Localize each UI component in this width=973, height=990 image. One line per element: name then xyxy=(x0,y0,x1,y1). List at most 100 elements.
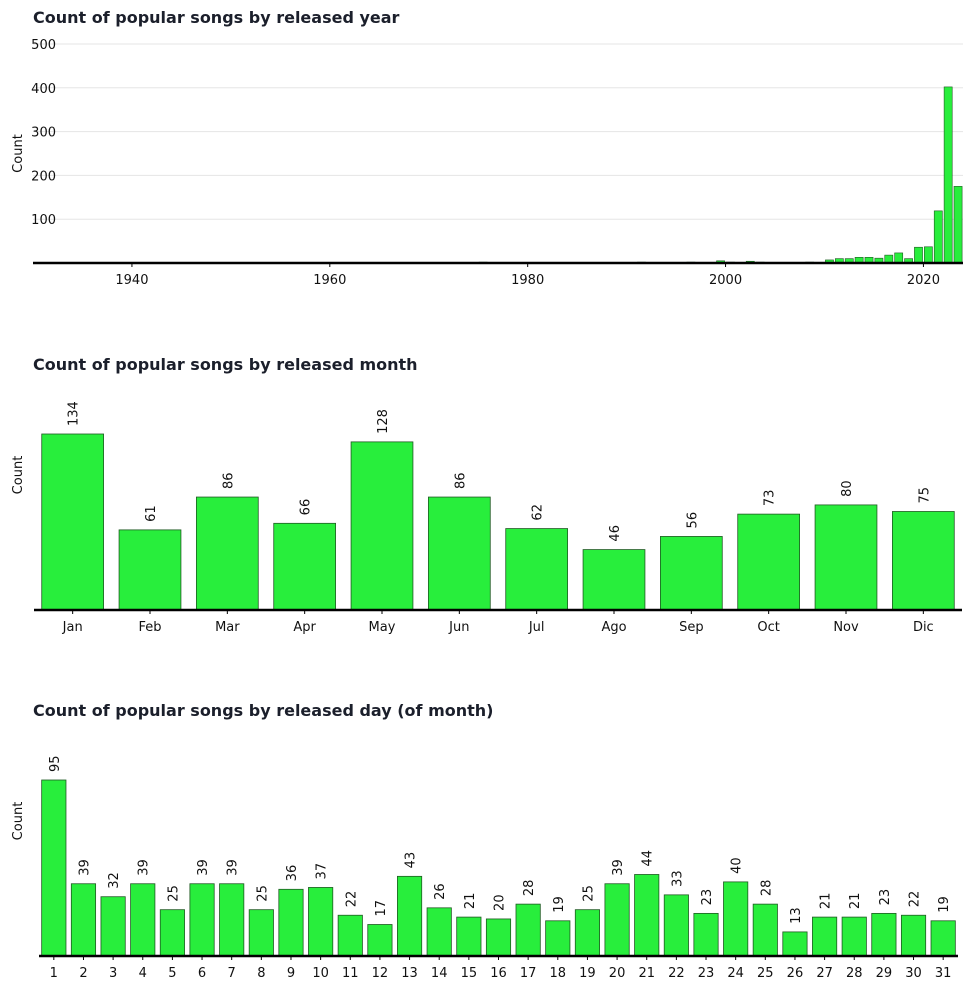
y-tick-label: 400 xyxy=(31,82,56,97)
data-label: 61 xyxy=(144,505,159,522)
bar xyxy=(953,186,963,264)
bar xyxy=(397,875,423,957)
x-tick-label: 30 xyxy=(905,966,922,981)
y-axis-label: Count xyxy=(11,134,26,173)
y-tick-label: 200 xyxy=(31,169,56,184)
x-tick-label: 16 xyxy=(490,966,507,981)
data-label: 39 xyxy=(77,859,92,876)
x-tick-label: 1940 xyxy=(115,273,148,288)
bar xyxy=(752,903,778,957)
x-tick-label: 24 xyxy=(727,966,744,981)
data-label: 22 xyxy=(344,891,359,908)
y-tick-label: 100 xyxy=(31,213,56,228)
x-tick-label: 1 xyxy=(50,966,58,981)
x-tick-label: 20 xyxy=(609,966,626,981)
y-tick-label: 300 xyxy=(31,126,56,141)
data-label: 20 xyxy=(493,894,508,911)
bar xyxy=(634,874,660,957)
day-chart: Count95139232339425539639725836937102211… xyxy=(11,755,958,981)
x-tick-label: 26 xyxy=(787,966,804,981)
x-tick-label: Feb xyxy=(138,620,161,635)
data-label: 134 xyxy=(67,401,82,426)
x-tick-label: 6 xyxy=(198,966,206,981)
bar xyxy=(130,883,156,957)
bar xyxy=(892,511,955,611)
x-tick-label: 23 xyxy=(698,966,715,981)
data-label: 22 xyxy=(908,891,923,908)
chart-title-year: Count of popular songs by released year xyxy=(33,8,400,27)
x-tick-label: 4 xyxy=(139,966,147,981)
x-tick-label: 5 xyxy=(168,966,176,981)
x-tick-label: Oct xyxy=(757,620,779,635)
bar xyxy=(814,504,878,611)
x-tick-label: Ago xyxy=(601,620,626,635)
data-label: 28 xyxy=(759,880,774,897)
data-label: 66 xyxy=(299,499,314,516)
data-label: 13 xyxy=(789,907,804,924)
bar xyxy=(308,887,334,957)
bar xyxy=(812,916,838,957)
data-label: 26 xyxy=(433,883,448,900)
data-label: 25 xyxy=(581,885,596,902)
data-label: 95 xyxy=(48,755,63,772)
bar xyxy=(737,513,801,611)
data-label: 39 xyxy=(137,859,152,876)
data-label: 21 xyxy=(848,893,863,910)
x-tick-label: Jul xyxy=(528,620,545,635)
data-label: 86 xyxy=(453,472,468,489)
bar xyxy=(841,916,867,957)
x-tick-label: 1960 xyxy=(313,273,346,288)
bar xyxy=(505,528,569,611)
chart-title-month: Count of popular songs by released month xyxy=(33,355,418,374)
x-tick-label: Jan xyxy=(62,620,83,635)
bar xyxy=(900,914,927,957)
x-tick-label: 28 xyxy=(846,966,863,981)
bar xyxy=(100,896,126,957)
bar xyxy=(574,909,600,957)
bar xyxy=(350,441,414,611)
x-tick-label: 3 xyxy=(109,966,117,981)
data-label: 39 xyxy=(196,859,211,876)
data-label: 37 xyxy=(315,863,330,880)
x-tick-label: 2000 xyxy=(709,273,742,288)
year-chart: 100 200 300 400 500 Count 1940 1960 1980 2000 2020 xyxy=(11,38,963,288)
bar xyxy=(604,883,630,957)
data-label: 39 xyxy=(611,859,626,876)
data-label: 25 xyxy=(166,885,181,902)
x-tick-label: 25 xyxy=(757,966,774,981)
data-label: 28 xyxy=(522,880,537,897)
data-label: 32 xyxy=(107,872,122,889)
x-tick-label: 11 xyxy=(342,966,359,981)
x-tick-label: Sep xyxy=(679,620,704,635)
bar xyxy=(159,909,185,957)
bar xyxy=(426,907,452,957)
bar xyxy=(189,883,215,957)
bar xyxy=(118,529,182,611)
x-tick-label: 31 xyxy=(935,966,952,981)
x-tick-label: 9 xyxy=(287,966,295,981)
bar xyxy=(930,920,956,957)
data-label: 25 xyxy=(255,885,270,902)
x-tick-label: 21 xyxy=(638,966,655,981)
bar xyxy=(273,522,337,611)
y-axis-label: Count xyxy=(11,802,26,841)
x-tick-label: 8 xyxy=(257,966,265,981)
bar xyxy=(248,909,274,957)
x-tick-label: 13 xyxy=(401,966,418,981)
bar xyxy=(41,433,104,611)
data-label: 43 xyxy=(404,852,419,869)
y-axis-label: Count xyxy=(11,456,26,495)
bar xyxy=(693,912,719,957)
x-tick-label: Mar xyxy=(215,620,240,635)
bar xyxy=(871,912,897,957)
x-tick-label: Apr xyxy=(293,620,316,635)
bar xyxy=(41,779,67,957)
data-label: 44 xyxy=(641,850,656,867)
x-tick-label: May xyxy=(369,620,396,635)
bar xyxy=(219,883,245,957)
data-label: 23 xyxy=(878,889,893,906)
bar xyxy=(367,924,393,957)
month-chart: Count 134 Jan 61 Feb 86 Mar 66 Apr 128 May 86 Jun 62 J… xyxy=(11,401,962,635)
data-label: 39 xyxy=(226,859,241,876)
data-label: 56 xyxy=(685,512,700,529)
